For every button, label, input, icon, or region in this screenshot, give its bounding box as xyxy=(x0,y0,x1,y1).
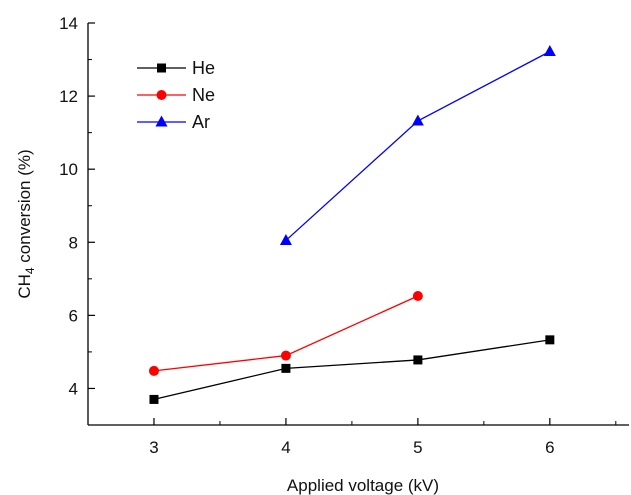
y-tick-label-8: 8 xyxy=(69,233,78,252)
legend: He Ne Ar xyxy=(137,58,215,132)
series-he xyxy=(149,335,555,404)
y-axis-label: CH4 conversion (%) xyxy=(15,149,37,298)
series-he-point xyxy=(545,335,555,345)
x-axis-label: Applied voltage (kV) xyxy=(287,476,439,495)
legend-label-he: He xyxy=(192,58,215,78)
series-ar-point xyxy=(543,45,556,57)
series-he-point xyxy=(413,355,423,365)
series-he-point xyxy=(281,363,291,373)
series-ne-point xyxy=(148,365,159,376)
y-tick-label-14: 14 xyxy=(59,14,78,33)
y-tick-label-4: 4 xyxy=(69,379,78,398)
y-tick-label-12: 12 xyxy=(59,87,78,106)
x-tick-label-4: 4 xyxy=(281,438,290,457)
legend-label-ne: Ne xyxy=(192,85,215,105)
y-axis-label-main: CH xyxy=(15,274,34,299)
plot-frame xyxy=(87,23,629,426)
y-axis-label-rest: conversion (%) xyxy=(15,149,34,267)
series-ne-point xyxy=(412,290,423,301)
x-tick-label-5: 5 xyxy=(413,438,422,457)
x-tick-label-6: 6 xyxy=(545,438,554,457)
legend-item-he: He xyxy=(137,58,215,78)
legend-item-ar: Ar xyxy=(137,112,210,132)
series-ne xyxy=(148,290,423,376)
y-axis-label-subscript: 4 xyxy=(23,267,37,274)
series-ar-line xyxy=(285,50,551,241)
legend-marker-ne xyxy=(156,90,167,100)
series-layer xyxy=(148,45,556,404)
y-tick-label-10: 10 xyxy=(59,160,78,179)
legend-marker-he xyxy=(157,63,166,73)
series-he-line xyxy=(153,339,550,401)
series-ne-point xyxy=(280,350,291,361)
legend-label-ar: Ar xyxy=(192,112,210,132)
series-ar-point xyxy=(279,233,292,245)
x-tick-label-3: 3 xyxy=(149,438,158,457)
series-he-point xyxy=(149,394,159,404)
legend-marker-ar xyxy=(155,115,168,127)
series-ar xyxy=(279,45,556,245)
y-axis-ticks: 4 6 8 10 12 14 xyxy=(59,14,95,426)
y-tick-label-6: 6 xyxy=(69,306,78,325)
legend-item-ne: Ne xyxy=(137,85,215,105)
series-ar-point xyxy=(411,114,424,126)
x-axis-ticks: 3 4 5 6 xyxy=(87,418,617,457)
